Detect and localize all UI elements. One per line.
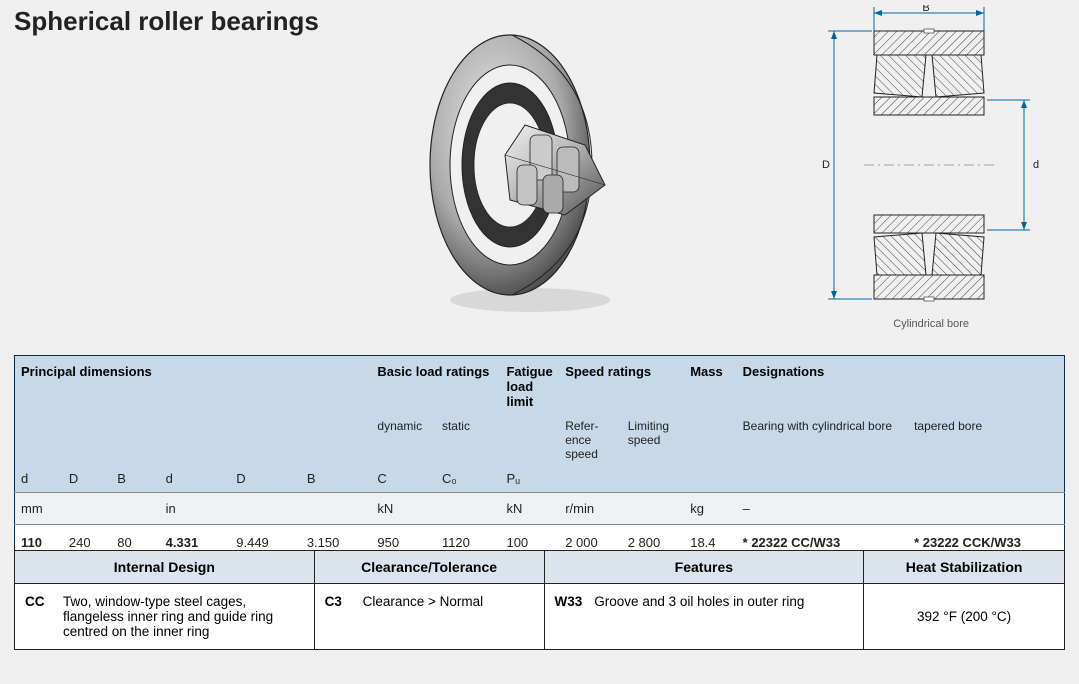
- dim-label-B: B: [922, 5, 929, 14]
- symbol-B2: B: [301, 466, 372, 493]
- unit-kg: kg: [684, 493, 736, 525]
- unit-dash: –: [737, 493, 1065, 525]
- dim-label-D: D: [822, 159, 830, 171]
- header-fatigue: Fatigue load limit: [500, 356, 559, 415]
- detail-features-cell: W33 Groove and 3 oil holes in outer ring: [544, 584, 864, 650]
- unit-in: in: [160, 493, 372, 525]
- detail-header-features: Features: [544, 551, 864, 584]
- symbol-d2: d: [160, 466, 231, 493]
- unit-kN: kN: [371, 493, 500, 525]
- subheader-static: static: [436, 414, 501, 466]
- subheader-tapered: tapered bore: [908, 414, 1064, 466]
- subheader-bearing-cyl: Bearing with cylindrical bore: [737, 414, 908, 466]
- subheader-limiting: Limiting speed: [622, 414, 685, 466]
- detail-features-text: Groove and 3 oil holes in outer ring: [594, 594, 804, 609]
- symbol-D2: D: [230, 466, 301, 493]
- tech-drawing-caption: Cylindrical bore: [893, 318, 969, 330]
- unit-mm: mm: [15, 493, 160, 525]
- detail-header-heat: Heat Stabilization: [864, 551, 1065, 584]
- header-basic-load: Basic load ratings: [371, 356, 500, 415]
- page-title: Spherical roller bearings: [14, 6, 319, 37]
- symbol-C0: C₀: [436, 466, 501, 493]
- symbol-B: B: [111, 466, 159, 493]
- header-mass: Mass: [684, 356, 736, 415]
- detail-clearance-code: C3: [325, 594, 363, 609]
- detail-table: Internal Design Clearance/Tolerance Feat…: [14, 550, 1065, 650]
- detail-features-code: W33: [555, 594, 595, 609]
- detail-clearance-text: Clearance > Normal: [363, 594, 483, 609]
- detail-heat-text: 392 °F (200 °C): [864, 584, 1065, 650]
- subheader-dynamic: dynamic: [371, 414, 436, 466]
- symbol-C: C: [371, 466, 436, 493]
- detail-internal-code: CC: [25, 594, 63, 639]
- bearing-3d-illustration: [420, 25, 630, 315]
- spec-table: Principal dimensions Basic load ratings …: [14, 355, 1065, 561]
- detail-clearance-cell: C3 Clearance > Normal: [314, 584, 544, 650]
- symbol-Pu: Pᵤ: [500, 466, 559, 493]
- symbol-D: D: [63, 466, 111, 493]
- unit-kN2: kN: [500, 493, 559, 525]
- detail-header-internal: Internal Design: [15, 551, 315, 584]
- header-designations: Designations: [737, 356, 1065, 415]
- technical-drawing: B D d: [804, 5, 1054, 310]
- subheader-reference: Refer-ence speed: [559, 414, 622, 466]
- header-speed: Speed ratings: [559, 356, 684, 415]
- detail-internal-cell: CC Two, window-type steel cages, flangel…: [15, 584, 315, 650]
- detail-internal-text: Two, window-type steel cages, flangeless…: [63, 594, 304, 639]
- unit-rmin: r/min: [559, 493, 684, 525]
- detail-header-clearance: Clearance/Tolerance: [314, 551, 544, 584]
- symbol-d: d: [15, 466, 63, 493]
- header-principal: Principal dimensions: [15, 356, 372, 415]
- dim-label-d: d: [1033, 159, 1039, 171]
